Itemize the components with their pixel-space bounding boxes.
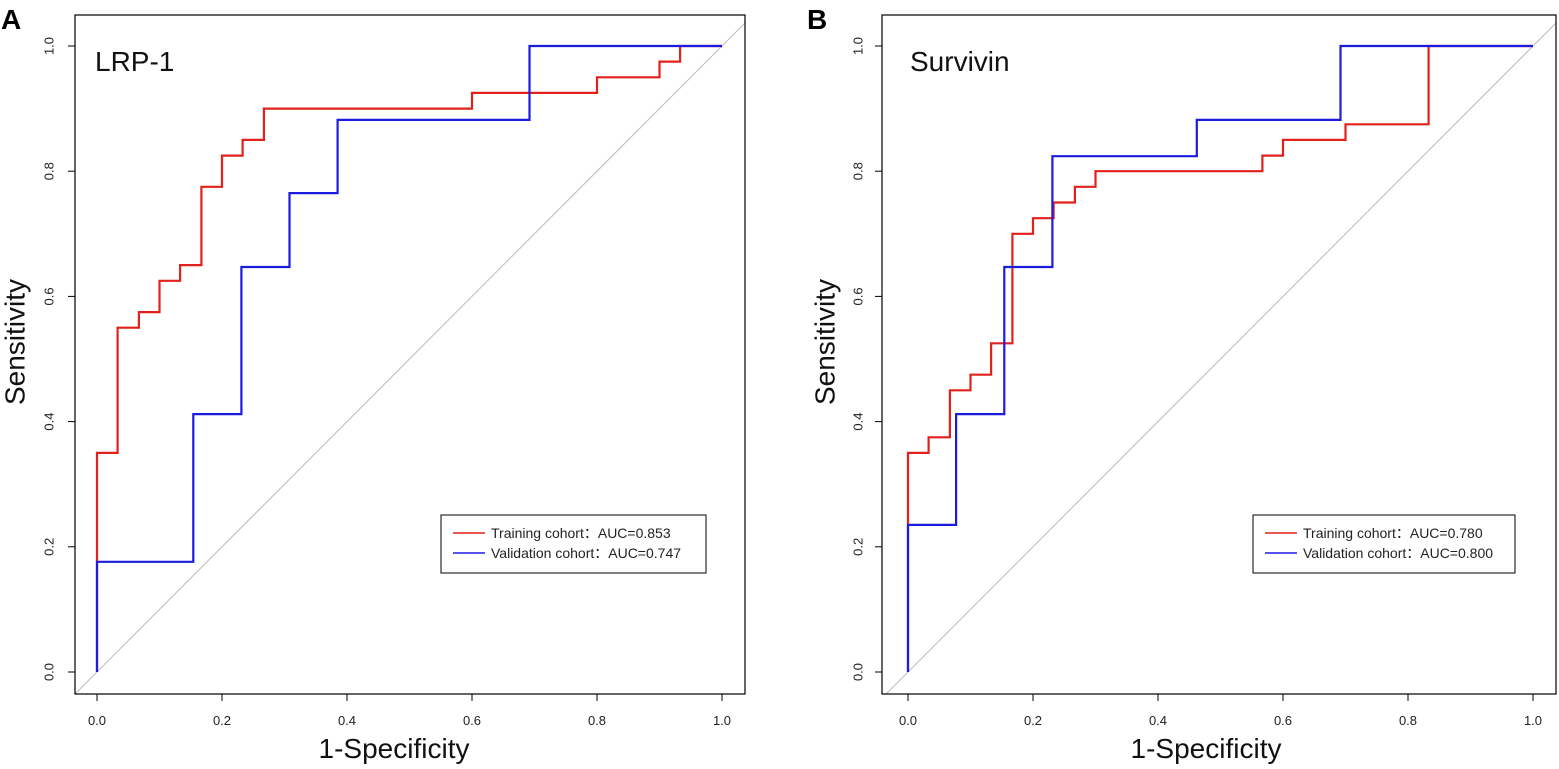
training-roc-curve <box>95 44 722 672</box>
x-tick-label: 0.4 <box>338 713 356 728</box>
y-tick-label: 0.4 <box>42 413 57 431</box>
y-axis-label: Sensitivity <box>0 279 31 405</box>
x-tick-label: 0.6 <box>1274 713 1292 728</box>
x-axis-label: 1-Specificity <box>319 733 470 764</box>
legend: Training cohort：AUC=0.780 Validation coho… <box>1252 514 1516 574</box>
legend-training-label: Training cohort：AUC=0.853 <box>491 525 671 541</box>
y-tick-label: 0.8 <box>851 162 866 180</box>
x-tick-label: 0.2 <box>1024 713 1042 728</box>
y-tick-label: 0.2 <box>851 538 866 556</box>
x-axis-label: 1-Specificity <box>1131 733 1282 764</box>
y-tick-label: 0.2 <box>42 538 57 556</box>
x-tick-label: 0.8 <box>588 713 606 728</box>
validation-roc-curve <box>906 44 1533 672</box>
validation-roc-curve <box>95 44 722 672</box>
x-tick-label: 0.0 <box>899 713 917 728</box>
x-tick-label: 0.0 <box>88 713 106 728</box>
x-tick-label: 0.6 <box>463 713 481 728</box>
y-tick-label: 0.4 <box>851 413 866 431</box>
y-tick-label: 0.6 <box>851 287 866 305</box>
reference-diagonal-line <box>75 22 745 694</box>
roc-panel-b: 0.0 0.2 0.4 0.6 0.8 1.0 0.0 0.2 0.4 0.6 0.8 1.0 1-Sp… <box>807 4 1557 764</box>
y-tick-label: 1.0 <box>851 37 866 55</box>
y-tick-label: 1.0 <box>42 37 57 55</box>
y-tick-label: 0.0 <box>42 663 57 681</box>
x-tick-label: 1.0 <box>713 713 731 728</box>
y-axis-label: Sensitivity <box>810 279 841 405</box>
legend-validation-label: Validation cohort：AUC=0.800 <box>1303 545 1493 561</box>
legend-box <box>440 514 707 574</box>
plot-frame <box>881 14 1557 695</box>
panel-title: LRP-1 <box>95 46 174 77</box>
legend-training-label: Training cohort：AUC=0.780 <box>1303 525 1483 541</box>
panel-letter: B <box>807 4 827 35</box>
reference-diagonal-line <box>885 22 1556 694</box>
y-tick-label: 0.8 <box>42 162 57 180</box>
plot-frame <box>74 14 746 695</box>
legend: Training cohort：AUC=0.853 Validation coho… <box>440 514 707 574</box>
y-tick-label: 0.6 <box>42 287 57 305</box>
legend-box <box>1252 514 1516 574</box>
x-tick-label: 0.4 <box>1149 713 1167 728</box>
panel-letter: A <box>1 4 21 35</box>
legend-validation-label: Validation cohort：AUC=0.747 <box>491 545 681 561</box>
x-tick-label: 0.2 <box>213 713 231 728</box>
x-tick-label: 0.8 <box>1399 713 1417 728</box>
roc-panel-a: 0.0 0.2 0.4 0.6 0.8 1.0 0.0 0.2 0.4 0.6 0.8 1.0 1-Sp… <box>0 4 746 764</box>
panel-title: Survivin <box>910 46 1010 77</box>
training-roc-curve <box>906 44 1533 672</box>
x-tick-label: 1.0 <box>1524 713 1542 728</box>
y-tick-label: 0.0 <box>851 663 866 681</box>
